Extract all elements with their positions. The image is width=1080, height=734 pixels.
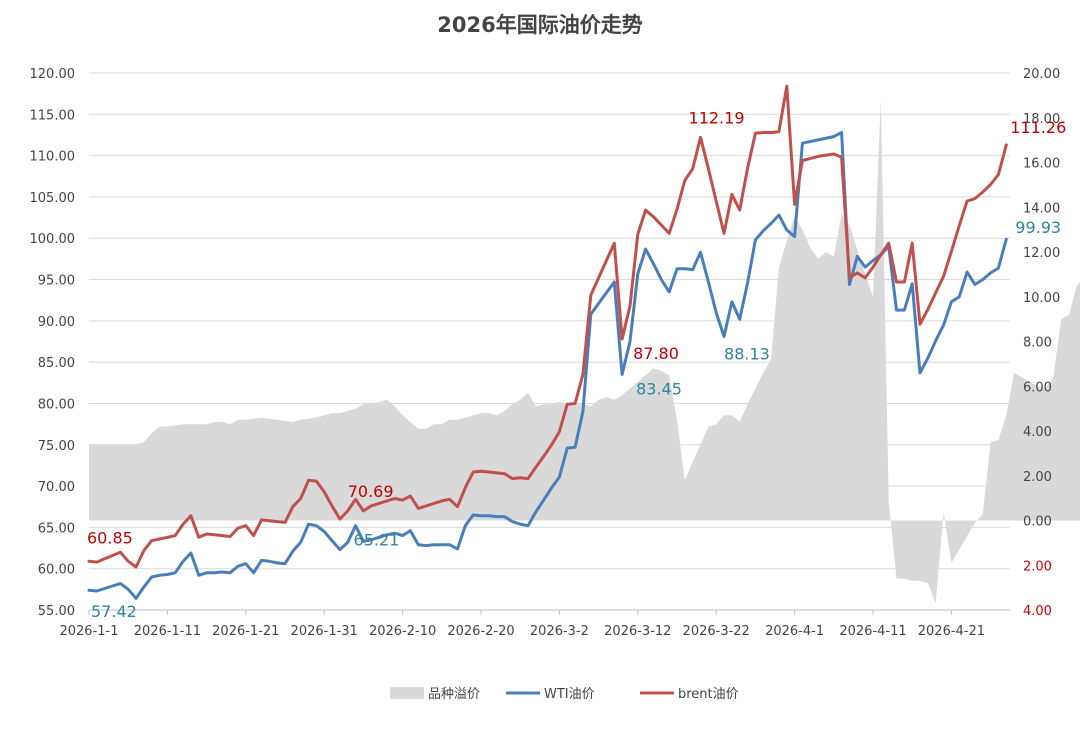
- x-tick-label: 2026-1-11: [134, 624, 201, 639]
- y-right-tick-label: 0.00: [1023, 515, 1052, 530]
- y-left-tick-label: 60.00: [38, 563, 75, 578]
- y-left-tick-label: 95.00: [38, 274, 75, 289]
- x-tick-label: 2026-3-2: [530, 624, 589, 639]
- legend-item[interactable]: 品种溢价: [390, 687, 480, 702]
- y-left-tick-label: 115.00: [30, 108, 76, 123]
- y-left-tick-label: 65.00: [38, 521, 75, 536]
- y-right-tick-label: 20.00: [1023, 67, 1060, 82]
- y-left-tick-label: 100.00: [30, 232, 76, 247]
- x-tick-label: 2026-4-11: [839, 624, 906, 639]
- x-tick-label: 2026-2-20: [447, 624, 514, 639]
- y-left-tick-label: 75.00: [38, 439, 75, 454]
- data-label: 57.42: [91, 602, 137, 621]
- data-label: 88.13: [724, 345, 770, 364]
- y-left-tick-label: 90.00: [38, 315, 75, 330]
- y-left-tick-label: 70.00: [38, 480, 75, 495]
- y-left-tick-label: 120.00: [30, 67, 76, 82]
- series-line-wti: [87, 131, 1008, 600]
- data-label: 70.69: [348, 482, 394, 501]
- legend-swatch-area: [390, 687, 424, 699]
- y-right-tick-label: 6.00: [1023, 380, 1052, 395]
- y-right-tick-label: 10.00: [1023, 291, 1060, 306]
- x-tick-label: 2026-3-22: [683, 624, 750, 639]
- x-tick-label: 2026-4-21: [918, 624, 985, 639]
- data-label: 65.21: [354, 531, 400, 550]
- legend: 品种溢价 WTI油价 brent油价: [390, 687, 739, 702]
- x-tick-label: 2026-4-1: [765, 624, 824, 639]
- y-right-tick-label: 14.00: [1023, 201, 1060, 216]
- x-tick-label: 2026-1-31: [291, 624, 358, 639]
- premium-area-layer: [89, 99, 1080, 604]
- y-left-tick-label: 55.00: [38, 604, 75, 619]
- y-right-tick-label: 4.00: [1023, 425, 1052, 440]
- x-tick-label: 2026-1-1: [59, 624, 118, 639]
- y-left-tick-label: 80.00: [38, 397, 75, 412]
- x-tick-label: 2026-2-10: [369, 624, 436, 639]
- data-label: 111.26: [1010, 118, 1066, 137]
- legend-label: 品种溢价: [428, 687, 480, 702]
- legend-label: WTI油价: [544, 687, 595, 702]
- y-right-tick-label: 12.00: [1023, 246, 1060, 261]
- annotations: 60.85 57.42 70.69 65.21 87.80 83.45 112.19 88.1…: [87, 108, 1066, 621]
- legend-item[interactable]: brent油价: [640, 687, 739, 702]
- y-right-tick-label: 4.00: [1023, 604, 1052, 619]
- y-right-tick-label: 16.00: [1023, 157, 1060, 172]
- series-area-premium: [89, 99, 1080, 604]
- data-label: 83.45: [636, 380, 682, 399]
- data-label: 112.19: [689, 108, 745, 127]
- price-lines-layer: [87, 84, 1008, 600]
- y-left-tick-label: 105.00: [30, 191, 76, 206]
- data-label: 87.80: [633, 344, 679, 363]
- series-line-brent: [87, 84, 1008, 569]
- legend-item[interactable]: WTI油价: [506, 687, 595, 702]
- chart-title: 2026年国际油价走势: [437, 13, 642, 37]
- x-tick-label: 2026-1-21: [212, 624, 279, 639]
- data-label: 60.85: [87, 528, 133, 547]
- y-right-tick-label: 2.00: [1023, 559, 1052, 574]
- y-left-tick-label: 110.00: [30, 150, 76, 165]
- x-tick-label: 2026-3-12: [604, 624, 671, 639]
- data-label: 99.93: [1015, 218, 1061, 237]
- axes: 55.00 60.00 65.00 70.00 75.00 80.00 85.00 90.00…: [30, 67, 1061, 639]
- y-right-tick-label: 8.00: [1023, 336, 1052, 351]
- y-right-tick-label: 2.00: [1023, 470, 1052, 485]
- legend-label: brent油价: [678, 687, 739, 702]
- y-left-tick-label: 85.00: [38, 356, 75, 371]
- y-right-tick-label: 18.00: [1023, 112, 1060, 127]
